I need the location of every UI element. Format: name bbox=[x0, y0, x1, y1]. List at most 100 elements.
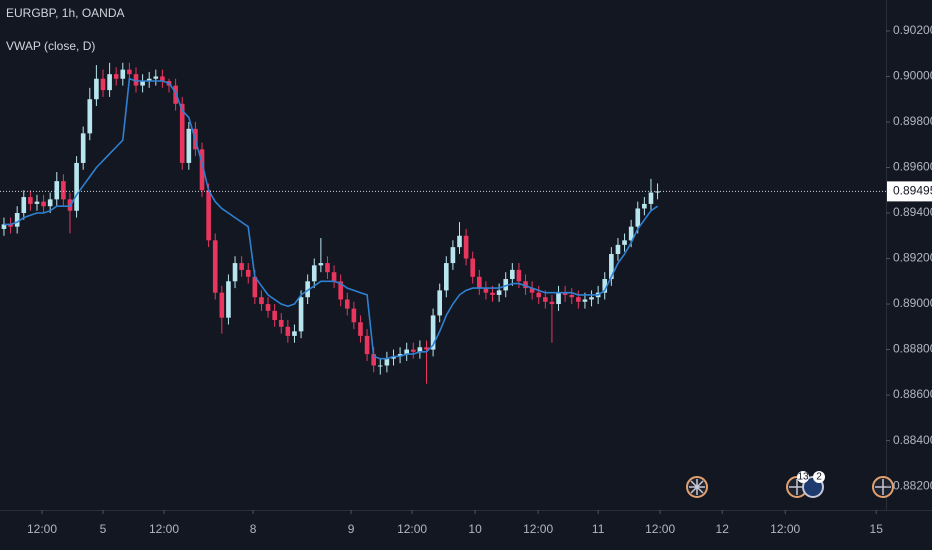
vwap-line bbox=[4, 77, 659, 360]
candle-body bbox=[344, 299, 350, 309]
x-tick-label: 12:00 bbox=[645, 522, 675, 536]
candle-body bbox=[523, 281, 528, 289]
candle-body bbox=[206, 190, 211, 241]
candle-body bbox=[364, 335, 370, 355]
x-tick-label: 12 bbox=[716, 522, 730, 536]
x-tick-label: 12:00 bbox=[770, 522, 800, 536]
candle-body bbox=[140, 81, 145, 86]
candle-body bbox=[477, 276, 482, 289]
candle-body bbox=[14, 213, 20, 227]
candle-body bbox=[153, 76, 159, 79]
candle-body bbox=[536, 292, 542, 298]
plot-area bbox=[1, 62, 660, 384]
candle-body bbox=[160, 76, 165, 82]
candle-body bbox=[457, 235, 462, 248]
candle-body bbox=[430, 315, 436, 350]
candle-body bbox=[199, 149, 205, 191]
candle-body bbox=[28, 197, 33, 204]
candle-body bbox=[252, 276, 258, 298]
candle-body bbox=[232, 263, 238, 282]
candle-body bbox=[8, 224, 13, 227]
candle-body bbox=[1, 224, 7, 229]
candle-body bbox=[391, 356, 396, 359]
candle-body bbox=[146, 78, 152, 82]
candle-body bbox=[384, 358, 390, 366]
candle-body bbox=[219, 292, 225, 318]
candle-body bbox=[47, 199, 53, 207]
candle-body bbox=[34, 201, 40, 204]
candle-body bbox=[635, 208, 641, 227]
candle-body bbox=[186, 128, 192, 163]
candle-body bbox=[94, 78, 99, 100]
event-markers: 13 2 bbox=[686, 471, 894, 498]
candle-body bbox=[107, 74, 112, 91]
candle-body bbox=[292, 331, 297, 336]
candle-body bbox=[120, 69, 126, 79]
candle-body bbox=[589, 297, 594, 300]
candle-body bbox=[437, 290, 443, 316]
x-tick-label: 11 bbox=[592, 522, 605, 536]
flag-icon bbox=[689, 479, 705, 495]
candle-body bbox=[21, 197, 27, 214]
candle-body bbox=[490, 292, 495, 295]
candle-body bbox=[510, 269, 515, 280]
candle-body bbox=[602, 279, 608, 293]
x-tick-label: 12:00 bbox=[149, 522, 179, 536]
candle-body bbox=[642, 203, 647, 209]
last-price-box bbox=[887, 181, 932, 202]
candle-body bbox=[496, 290, 502, 295]
indicator-label: VWAP (close, D) bbox=[6, 39, 95, 53]
candle-body bbox=[443, 263, 449, 291]
candle-body bbox=[100, 78, 106, 91]
candle-body bbox=[272, 310, 277, 320]
candle-body bbox=[179, 103, 185, 163]
candle-body bbox=[562, 292, 568, 295]
candle-body bbox=[239, 263, 244, 270]
x-tick-label: 12:00 bbox=[523, 522, 553, 536]
candle-body bbox=[54, 181, 60, 200]
candle-body bbox=[417, 347, 423, 352]
x-tick-label: 15 bbox=[870, 522, 884, 536]
x-tick-label: 12:00 bbox=[397, 522, 427, 536]
candle-body bbox=[318, 263, 324, 266]
candle-body bbox=[648, 192, 654, 204]
candle-body bbox=[582, 299, 588, 302]
candle-body bbox=[470, 258, 476, 277]
candle-body bbox=[325, 263, 330, 273]
candle-body bbox=[74, 162, 79, 211]
candle-body bbox=[628, 226, 634, 241]
candle-body bbox=[331, 272, 337, 282]
candle-body bbox=[358, 322, 363, 336]
candle-body bbox=[516, 269, 522, 282]
candle-body bbox=[569, 294, 575, 298]
candle-body bbox=[298, 297, 304, 332]
last-price-label: 0.89495 bbox=[893, 184, 932, 198]
candle-body bbox=[226, 281, 231, 318]
candle-body bbox=[556, 292, 561, 305]
y-tick-label: 0.88200 bbox=[893, 478, 932, 492]
candle-body bbox=[311, 265, 317, 282]
candle-body bbox=[549, 301, 555, 305]
candle-body bbox=[404, 349, 409, 355]
candle-body bbox=[278, 319, 284, 327]
candle-body bbox=[377, 365, 383, 367]
candle-body bbox=[133, 74, 139, 86]
candle-body bbox=[371, 354, 376, 366]
candle-body bbox=[305, 281, 310, 298]
chart-title: EURGBP, 1h, OANDA bbox=[6, 6, 125, 20]
candle-body bbox=[609, 253, 614, 280]
x-tick-label: 10 bbox=[468, 522, 482, 536]
candle-body bbox=[529, 288, 535, 293]
